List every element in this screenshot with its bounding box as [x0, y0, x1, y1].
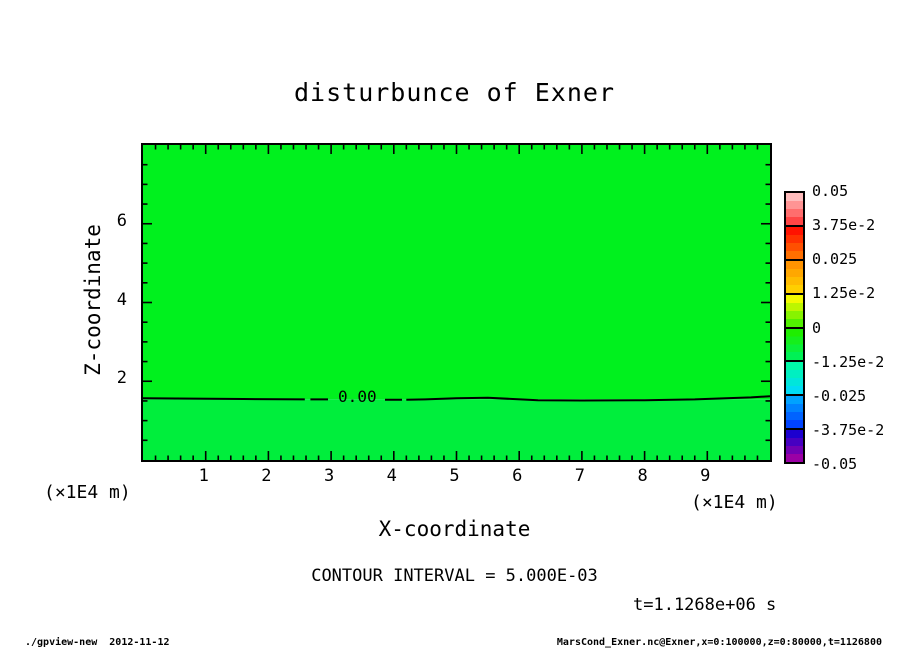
colorbar-tick-label: -1.25e-2 [812, 352, 885, 371]
x-tick-label: 6 [512, 466, 523, 486]
contour-plot-canvas [143, 145, 770, 460]
x-unit-label-left: (×1E4 m) [44, 482, 131, 503]
x-tick-label: 3 [323, 466, 335, 486]
x-axis-title: X-coordinate [378, 517, 531, 541]
x-tick-label: 2 [261, 466, 272, 486]
y-tick-label: 4 [116, 289, 127, 310]
colorbar-segment [786, 396, 803, 431]
x-unit-label-right: (×1E4 m) [691, 492, 778, 513]
colorbar-segment [786, 328, 803, 363]
y-tick-label: 2 [116, 368, 127, 389]
footer-file-text: MarsCond_Exner.nc@Exner,x=0:100000,z=0:8… [556, 637, 882, 648]
colorbar-segment [786, 193, 803, 227]
page-title: disturbunce of Exner [293, 78, 616, 107]
colorbar-tick-label: 3.75e-2 [812, 216, 876, 235]
colorbar [784, 191, 805, 464]
colorbar-tick-label: 0 [812, 318, 822, 337]
y-tick-label: 6 [116, 210, 127, 231]
colorbar-tick-label: -3.75e-2 [812, 420, 885, 439]
colorbar-segment [786, 226, 803, 261]
colorbar-segment [786, 294, 803, 329]
x-tick-label: 7 [574, 466, 586, 486]
colorbar-tick-label: -0.025 [812, 386, 867, 405]
colorbar-tick-label: -0.05 [812, 455, 858, 473]
colorbar-segment [786, 430, 803, 462]
colorbar-segment [786, 362, 803, 397]
x-tick-label: 1 [198, 466, 209, 486]
colorbar-tick-label: 0.05 [812, 182, 849, 200]
time-label: t=1.1268e+06 s [633, 595, 777, 615]
contour-level-label: 0.00 [338, 387, 377, 407]
x-tick-label: 4 [386, 466, 397, 486]
plot-area [141, 143, 772, 462]
footer-command-text: ./gpview-new 2012-11-12 [25, 637, 170, 648]
colorbar-tick-label: 0.025 [812, 250, 858, 269]
x-tick-label: 9 [700, 466, 711, 486]
x-tick-label: 5 [449, 466, 460, 486]
colorbar-segment [786, 260, 803, 295]
contour-interval-text: CONTOUR INTERVAL = 5.000E-03 [311, 566, 598, 586]
x-tick-label: 8 [637, 466, 648, 486]
colorbar-tick-label: 1.25e-2 [812, 284, 876, 303]
